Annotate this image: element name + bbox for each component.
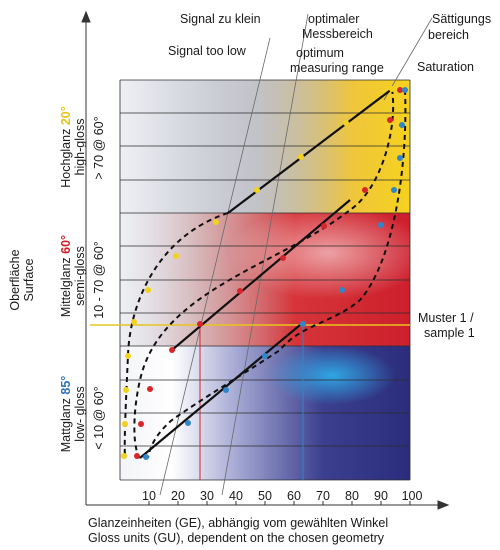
signal-too-low-label: Signal too low bbox=[168, 44, 246, 58]
optimal-range-en-line2: measuring range bbox=[290, 61, 384, 75]
band-name-de: Mittelglanz bbox=[59, 257, 73, 318]
band-name-en: high-gloss bbox=[73, 118, 87, 176]
sample-label-line2: sample 1 bbox=[424, 326, 475, 340]
x-tick-label: 100 bbox=[401, 489, 423, 503]
x-tick-label: 90 bbox=[374, 489, 388, 503]
x-tick-label: 30 bbox=[200, 489, 214, 503]
saturation-de-line2: bereich bbox=[428, 28, 469, 42]
band-name-de: Mattglanz bbox=[59, 398, 73, 453]
x-tick-label: 60 bbox=[287, 489, 301, 503]
grid-lines bbox=[120, 79, 410, 481]
dots-yellow bbox=[121, 86, 395, 459]
x-axis-title-de: Glanzeinheiten (GE), abhängig vom gewähl… bbox=[88, 516, 389, 530]
dots-red bbox=[134, 87, 403, 459]
dots-blue bbox=[143, 87, 408, 460]
x-axis-title-en: Gloss units (GU), dependent on the chose… bbox=[88, 531, 384, 545]
x-tick-label: 10 bbox=[142, 489, 156, 503]
band-name-de: Hochglanz bbox=[59, 128, 73, 188]
band-name-en: semi-gloss bbox=[73, 246, 87, 306]
saturation-en-label: Saturation bbox=[417, 60, 474, 74]
angle-20-label: 20° bbox=[59, 106, 73, 126]
optimal-range-de-line2: Messbereich bbox=[302, 27, 373, 41]
sample-label-line1: Muster 1 / bbox=[418, 311, 474, 325]
optimal-range-de-line1: optimaler bbox=[308, 12, 360, 26]
optimal-range-en-line1: optimum bbox=[296, 46, 344, 60]
signal-too-small-label: Signal zu klein bbox=[180, 12, 261, 26]
band-label-low-gloss: Mattglanz 85° low- gloss bbox=[59, 349, 91, 479]
y-axis-title: Oberfläche Surface bbox=[8, 230, 38, 330]
x-tick-label: 50 bbox=[258, 489, 272, 503]
band-label-semi-gloss: Mittelglanz 60° semi-gloss bbox=[59, 211, 91, 341]
y-axis-title-en: Surface bbox=[22, 258, 36, 302]
saturation-de-line1: Sättigungs bbox=[432, 12, 492, 26]
band-label-high-gloss: Hochglanz 20° high-gloss bbox=[59, 82, 91, 212]
x-tick-label: 40 bbox=[229, 489, 243, 503]
angle-85-label: 85° bbox=[59, 375, 73, 395]
x-tick-label: 20 bbox=[171, 489, 185, 503]
x-tick-label: 70 bbox=[316, 489, 330, 503]
band-name-en: low- gloss bbox=[73, 386, 87, 442]
y-axis-title-de: Oberfläche bbox=[8, 249, 22, 311]
range-label-high-gloss: > 70 @ 60° bbox=[92, 116, 106, 180]
dashed-curves bbox=[123, 88, 407, 459]
range-label-low-gloss: < 10 @ 60° bbox=[92, 386, 106, 450]
high-gloss-band bbox=[120, 80, 410, 213]
semi-gloss-glow bbox=[120, 213, 410, 346]
range-label-semi-gloss: 10 - 70 @ 60° bbox=[92, 241, 106, 319]
x-tick-marks bbox=[148, 501, 411, 505]
angle-60-label: 60° bbox=[59, 234, 73, 254]
x-tick-label: 80 bbox=[345, 489, 359, 503]
